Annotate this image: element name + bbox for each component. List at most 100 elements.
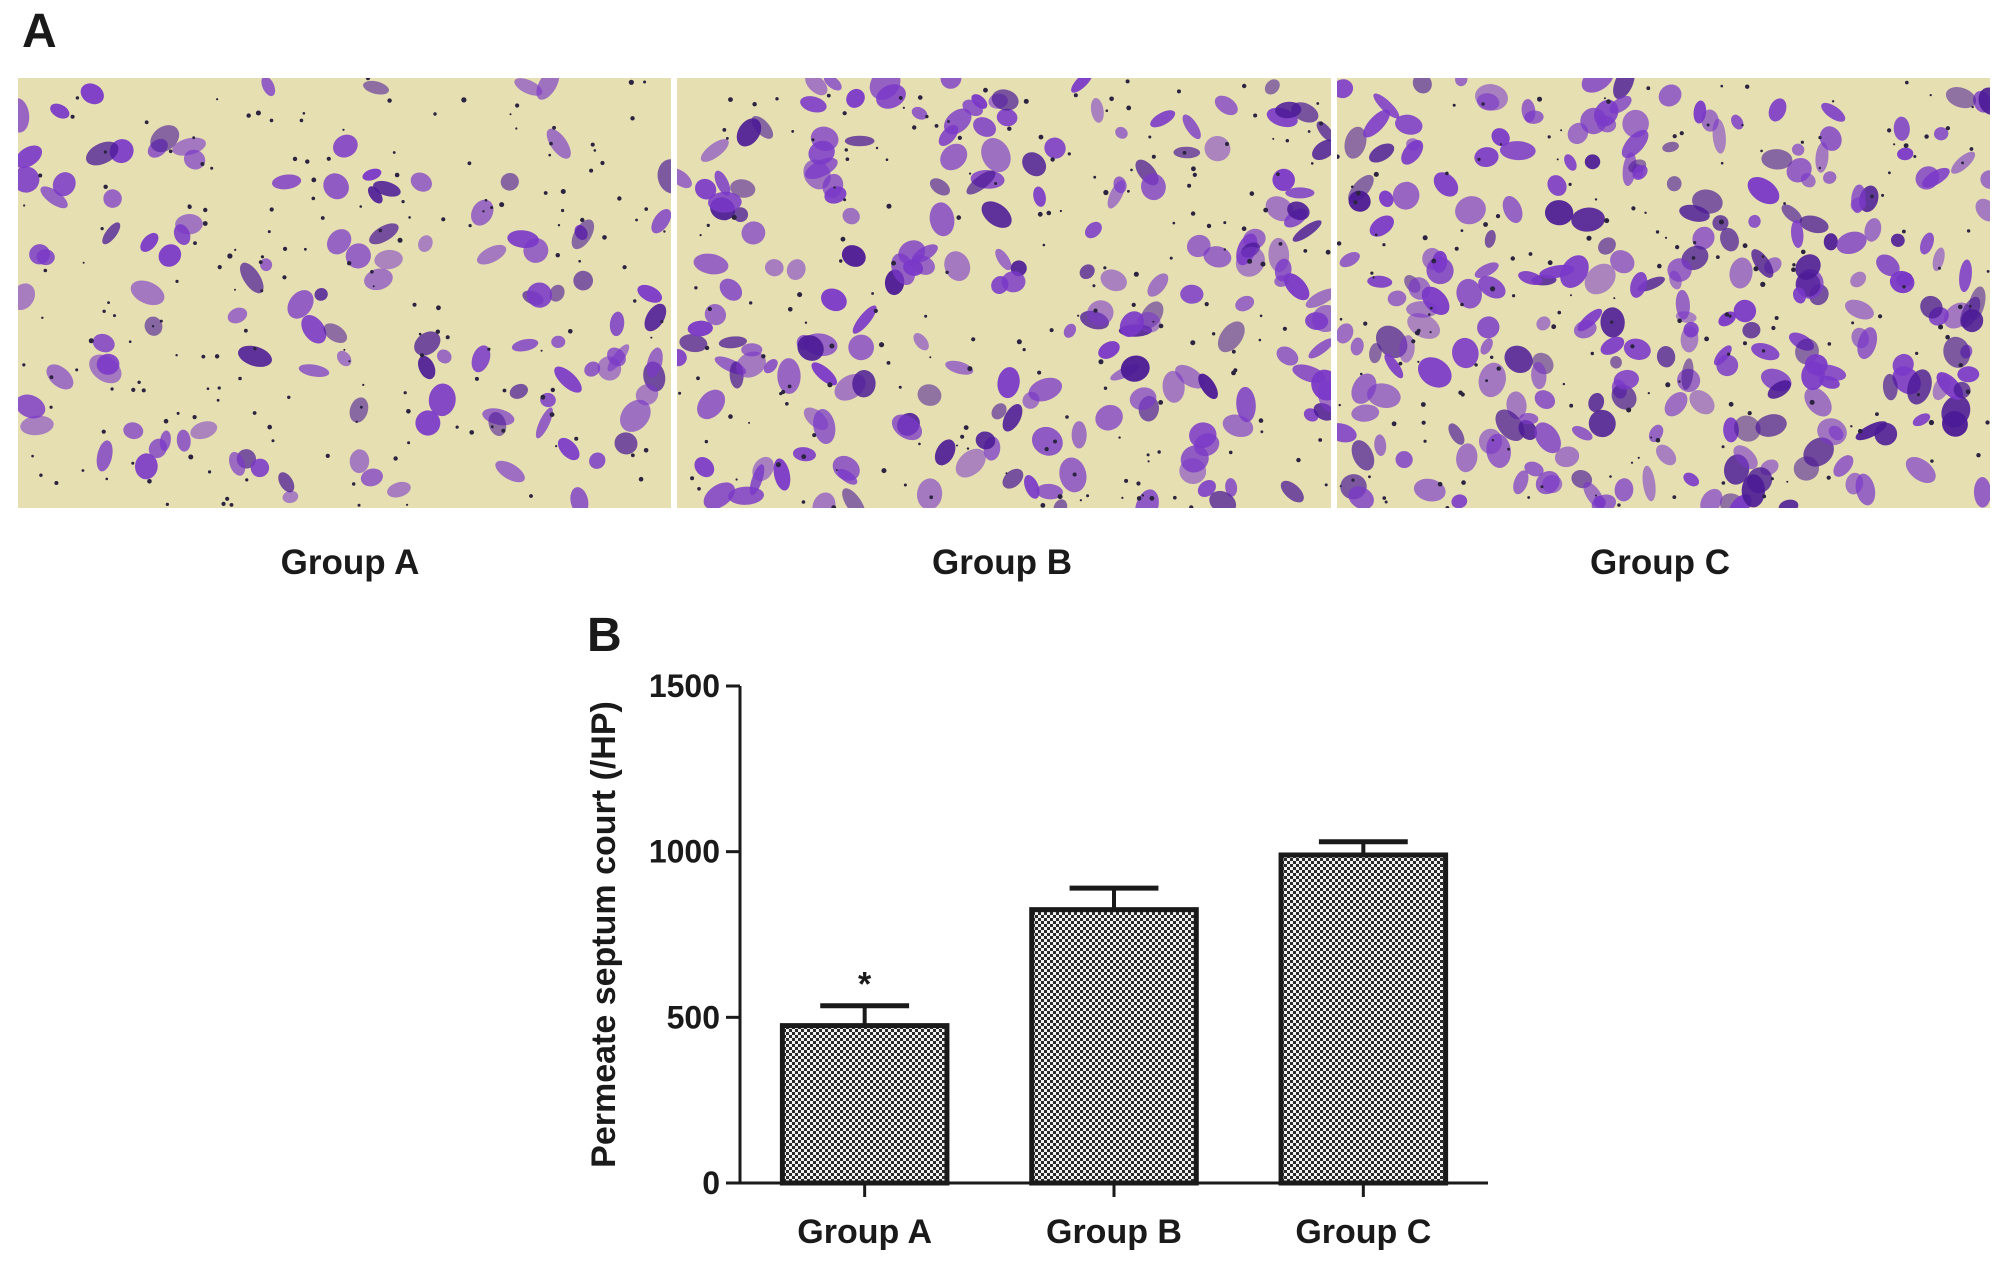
stained-cell	[677, 349, 688, 367]
membrane-pore	[1612, 297, 1615, 300]
stained-cell	[1661, 141, 1679, 153]
y-tick-label: 1500	[649, 668, 720, 704]
stained-cell	[1778, 499, 1798, 508]
membrane-pore	[165, 502, 169, 506]
stained-cell	[1518, 412, 1538, 425]
membrane-pore	[141, 388, 146, 393]
stained-cell	[741, 221, 766, 245]
membrane-pore	[1630, 206, 1636, 211]
membrane-pore	[924, 314, 928, 318]
membrane-pore	[419, 353, 425, 358]
membrane-pore	[159, 319, 163, 323]
stained-cell	[1347, 486, 1374, 508]
membrane-pore	[1608, 475, 1612, 478]
membrane-pore	[1969, 147, 1973, 151]
membrane-pore	[302, 112, 306, 115]
membrane-pore	[1568, 182, 1572, 186]
membrane-pore	[1423, 439, 1427, 443]
stained-cell	[1536, 316, 1551, 331]
membrane-pore	[1506, 447, 1510, 451]
stained-cell	[1692, 226, 1715, 250]
membrane-pore	[1827, 342, 1831, 346]
membrane-pore	[105, 477, 109, 481]
membrane-pore	[1092, 284, 1096, 288]
membrane-pore	[934, 124, 939, 128]
membrane-pore	[469, 430, 475, 435]
membrane-pore	[193, 241, 197, 246]
membrane-pore	[728, 97, 734, 102]
stained-cell	[657, 159, 672, 194]
stained-cell	[1225, 478, 1238, 497]
stained-cell	[103, 189, 122, 208]
membrane-pore	[1886, 128, 1891, 133]
membrane-pore	[311, 196, 316, 201]
membrane-pore	[994, 182, 998, 185]
membrane-pore	[827, 382, 833, 388]
membrane-pore	[357, 503, 361, 507]
membrane-pore	[1484, 379, 1488, 383]
membrane-pore	[418, 332, 422, 336]
stained-cell	[1001, 271, 1026, 293]
stained-cell	[1612, 78, 1635, 100]
membrane-pore	[1177, 89, 1182, 94]
membrane-pore	[1644, 211, 1647, 214]
stained-cell	[551, 335, 566, 349]
membrane-pore	[1916, 393, 1920, 397]
stained-cell	[1053, 499, 1068, 508]
stained-cell	[1412, 78, 1432, 94]
stained-cell	[752, 456, 775, 482]
membrane-pore	[1957, 304, 1963, 310]
membrane-pore	[1086, 494, 1090, 498]
stained-cell	[134, 453, 158, 480]
stained-cell	[651, 209, 672, 234]
membrane-pore	[1338, 403, 1341, 407]
membrane-pore	[1718, 219, 1724, 225]
membrane-pore	[1929, 459, 1934, 463]
membrane-pore	[1674, 245, 1679, 250]
membrane-pore	[378, 228, 383, 233]
stained-cell	[1609, 356, 1622, 369]
stained-cell	[1064, 323, 1077, 338]
membrane-pore	[1374, 233, 1378, 237]
stained-cell	[526, 282, 553, 308]
stained-cell	[1584, 263, 1616, 295]
stained-cell	[1044, 137, 1067, 159]
membrane-pore	[1231, 370, 1237, 376]
stained-cell	[1534, 422, 1561, 454]
membrane-pore	[269, 118, 274, 123]
stained-cell	[227, 307, 248, 324]
membrane-pore	[1339, 485, 1342, 488]
membrane-pore	[1489, 286, 1495, 292]
y-tick-label: 0	[702, 1165, 720, 1201]
membrane-pore	[137, 380, 141, 384]
membrane-pore	[359, 405, 363, 409]
membrane-pore	[788, 307, 793, 312]
membrane-pore	[509, 113, 512, 116]
stained-cell	[85, 141, 119, 166]
membrane-pore	[891, 260, 897, 266]
stained-cell	[50, 103, 70, 119]
stained-cell	[853, 305, 877, 334]
membrane-pore	[1339, 317, 1342, 321]
stained-cell	[1836, 231, 1867, 255]
membrane-pore	[1459, 302, 1464, 307]
stained-cell	[418, 355, 436, 380]
membrane-pore	[1182, 150, 1187, 155]
membrane-pore	[1914, 351, 1918, 355]
membrane-pore	[1050, 157, 1056, 162]
membrane-pore	[1118, 436, 1122, 439]
membrane-pore	[1159, 323, 1164, 329]
stained-cell	[1524, 461, 1544, 477]
membrane-pore	[1616, 503, 1621, 507]
membrane-pore	[1720, 161, 1724, 165]
membrane-pore	[207, 470, 212, 474]
stained-cell	[1284, 273, 1310, 301]
membrane-pore	[192, 415, 197, 420]
stained-cell	[250, 458, 270, 478]
stained-cell	[1369, 215, 1394, 237]
stained-cell	[765, 259, 784, 277]
membrane-pore	[1721, 481, 1725, 485]
membrane-pore	[548, 153, 552, 157]
membrane-pore	[387, 98, 392, 103]
membrane-pore	[1427, 313, 1431, 316]
